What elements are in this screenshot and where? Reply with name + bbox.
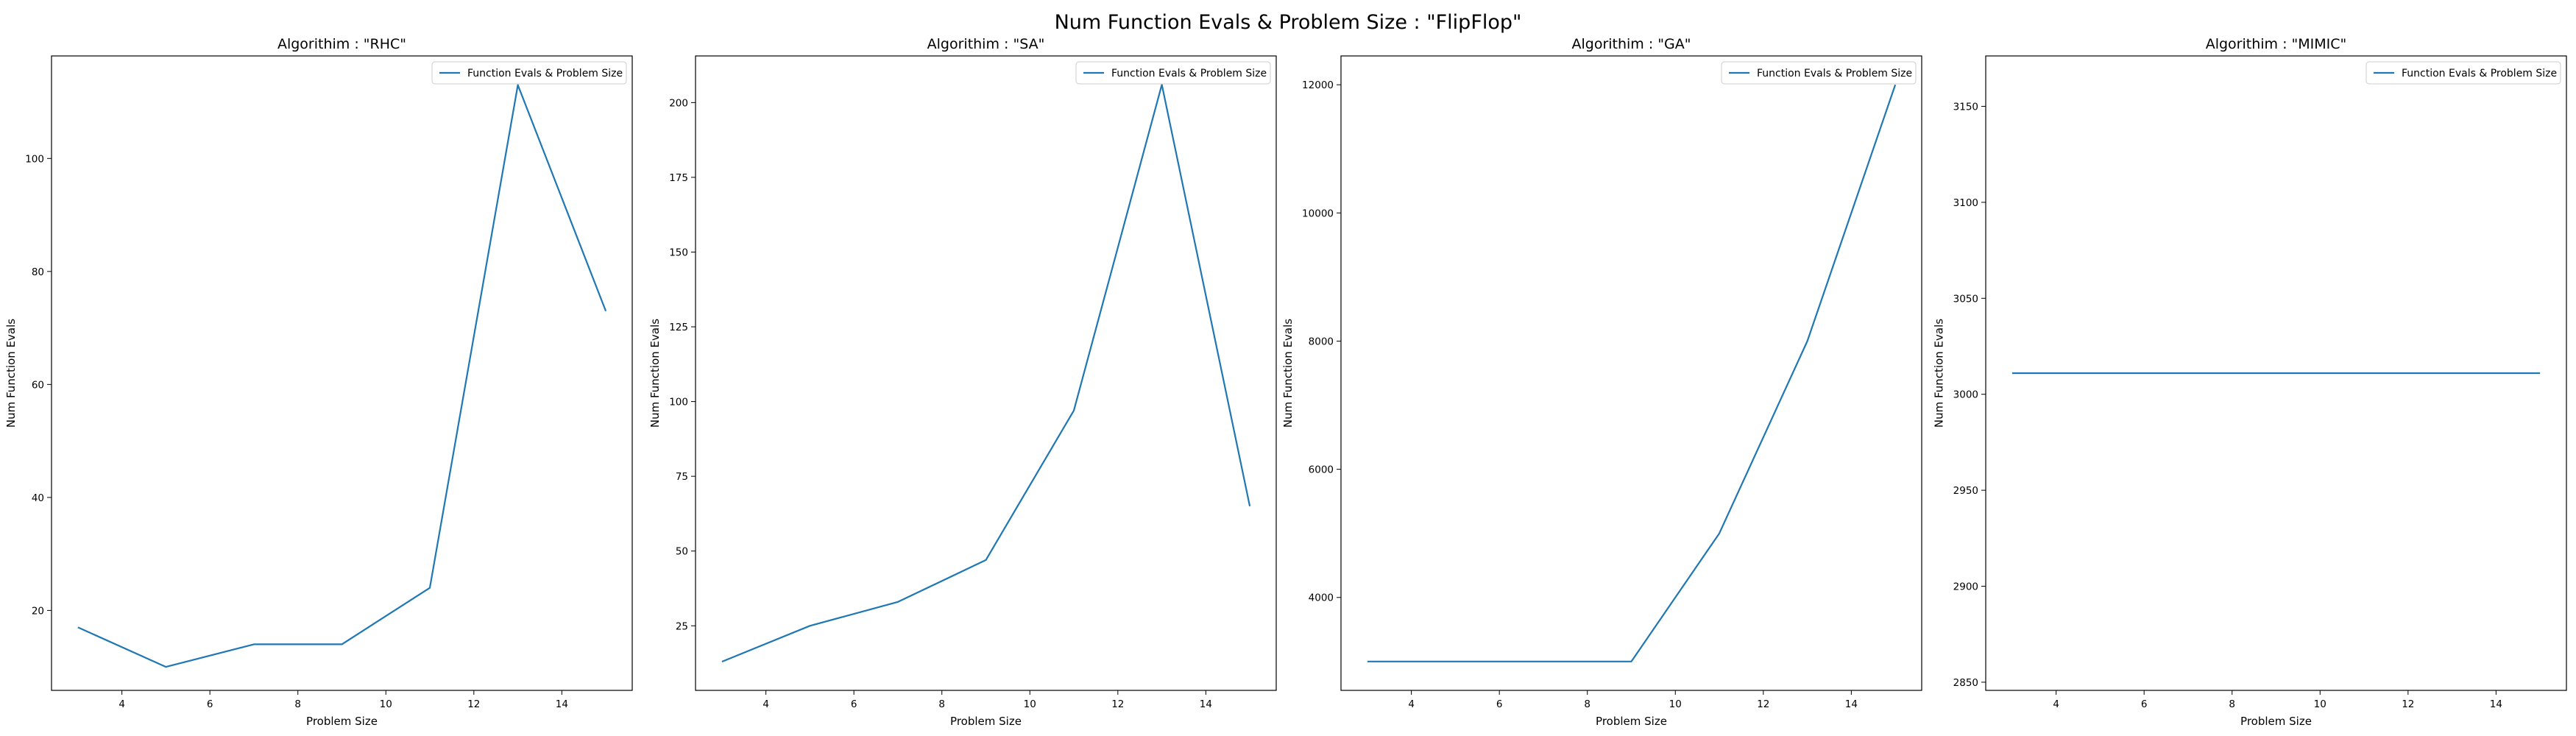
x-tick-label: 14 [1845,698,1858,710]
series-line-0 [721,83,1251,663]
y-tick-label: 3150 [1953,101,1978,113]
legend-box [1075,61,1271,85]
chart-1: Algorithim : "SA" 4 6 8 10 12 14 25 50 75 100 125 15… [648,36,1277,728]
legend-entry: Function Evals & Problem Size [1757,68,1912,79]
y-tick-label: 25 [676,620,688,632]
y-tick-label: 75 [676,471,688,483]
plot-frame [1985,55,2567,691]
x-tick-label: 14 [556,698,568,710]
x-tick-label: 14 [1200,698,1212,710]
legend-entry: Function Evals & Problem Size [467,68,623,79]
y-axis-label: Num Function Evals [1933,319,1946,428]
y-tick-label: 60 [32,379,44,391]
x-tick-label: 12 [2402,698,2414,710]
x-tick-label: 4 [762,698,769,710]
y-tick-label: 50 [676,546,688,558]
x-tick-label: 12 [1111,698,1124,710]
chart-0: Algorithim : "RHC" 4 6 8 10 12 14 20 40 60 80 100 Pr… [4,36,633,728]
x-tick-label: 8 [294,698,301,710]
legend-box [1721,61,1917,85]
series-line-0 [77,84,607,668]
y-tick-label: 150 [669,247,688,258]
x-tick-label: 6 [851,698,857,710]
y-tick-label: 20 [32,605,44,617]
y-tick-label: 3000 [1953,389,1978,401]
x-tick-label: 10 [380,698,392,710]
x-tick-label: 8 [1584,698,1590,710]
y-tick-label: 2850 [1953,677,1978,689]
y-tick-label: 80 [32,266,44,278]
x-tick-label: 12 [467,698,480,710]
legend-entry: Function Evals & Problem Size [1111,68,1267,79]
y-tick-label: 8000 [1309,336,1334,347]
chart-title: Algorithim : "SA" [927,36,1045,52]
y-tick-label: 200 [669,97,688,109]
y-tick-label: 100 [669,397,688,408]
chart-title: Algorithim : "GA" [1571,36,1691,52]
plot-frame [51,55,633,691]
legend-entry: Function Evals & Problem Size [2402,68,2557,79]
chart-2: Algorithim : "GA" 4 6 8 10 12 14 4000 6000 8000 10… [1281,36,1922,728]
x-axis-label: Problem Size [306,715,378,728]
x-axis-label: Problem Size [2240,715,2312,728]
x-tick-label: 6 [207,698,213,710]
y-tick-label: 100 [25,153,44,165]
x-tick-label: 6 [2141,698,2148,710]
x-tick-label: 10 [1669,698,1682,710]
figure-title: Num Function Evals & Problem Size : "Fli… [1055,11,1522,34]
x-tick-label: 4 [1408,698,1415,710]
y-tick-label: 4000 [1309,592,1334,604]
x-tick-label: 8 [2229,698,2235,710]
y-axis-label: Num Function Evals [4,319,18,428]
chart-3: Algorithim : "MIMIC" 4 6 8 10 12 14 2850 2900 295… [1933,36,2567,728]
x-tick-label: 12 [1757,698,1769,710]
y-axis-label: Num Function Evals [648,319,662,428]
x-axis-label: Problem Size [950,715,1022,728]
y-axis-label: Num Function Evals [1281,319,1295,428]
x-tick-label: 8 [938,698,945,710]
x-tick-label: 10 [1024,698,1036,710]
x-tick-label: 14 [2490,698,2502,710]
chart-title: Algorithim : "RHC" [277,36,406,52]
series-line-0 [1367,84,1897,662]
plot-frame [1340,55,1922,691]
x-axis-label: Problem Size [1596,715,1667,728]
y-tick-label: 40 [32,492,44,504]
x-tick-label: 4 [118,698,125,710]
y-tick-label: 3100 [1953,197,1978,209]
plot-frame [695,55,1277,691]
y-tick-label: 2950 [1953,485,1978,497]
y-tick-label: 3050 [1953,293,1978,305]
x-tick-label: 6 [1496,698,1503,710]
x-tick-label: 10 [2314,698,2326,710]
chart-title: Algorithim : "MIMIC" [2206,36,2347,52]
y-tick-label: 175 [669,172,688,184]
y-tick-label: 12000 [1302,79,1334,91]
legend-box [431,61,627,85]
legend-box [2366,61,2561,85]
y-tick-label: 6000 [1309,464,1334,476]
y-tick-label: 2900 [1953,581,1978,593]
x-tick-label: 4 [2053,698,2059,710]
y-tick-label: 125 [669,322,688,333]
y-tick-label: 10000 [1302,208,1334,219]
